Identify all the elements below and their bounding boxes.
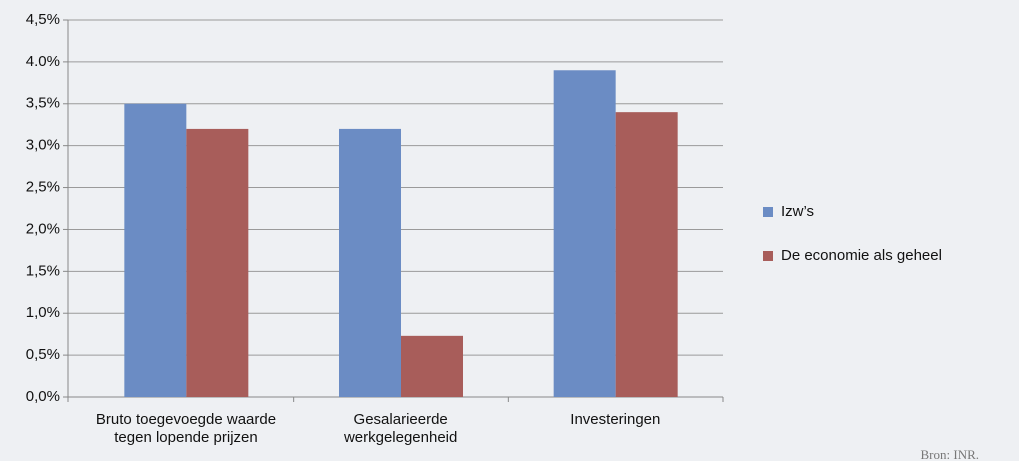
legend-label: Izw’s	[781, 203, 814, 220]
y-tick-label: 1,0%	[26, 304, 60, 321]
y-tick-label: 3,5%	[26, 95, 60, 112]
bar	[615, 112, 678, 398]
x-tick-label: Gesalarieerde werkgelegenheid	[343, 411, 458, 446]
y-tick-label: 2,0%	[26, 220, 60, 237]
bar	[401, 335, 463, 397]
source: Bron: INR.	[920, 447, 980, 461]
bar	[553, 70, 616, 398]
bar	[186, 128, 249, 397]
legend-label: De economie als geheel	[781, 247, 942, 264]
y-tick-label: 4,5%	[26, 11, 60, 28]
x-tick-label: Bruto toegevoegde waarde tegen lopende p…	[95, 411, 277, 446]
y-tick-label: 0,5%	[26, 346, 60, 363]
bar	[339, 128, 401, 397]
bar	[124, 103, 187, 398]
legend-swatch	[763, 207, 773, 217]
legend-swatch	[763, 251, 773, 261]
y-tick-label: 1,5%	[26, 262, 60, 279]
y-tick-label: 2,5%	[26, 179, 60, 196]
x-tick-label: Investeringen	[570, 411, 661, 428]
y-tick-label: 3,0%	[26, 137, 60, 154]
y-tick-label: 4.0%	[26, 53, 60, 70]
y-tick-label: 0,0%	[26, 388, 60, 405]
